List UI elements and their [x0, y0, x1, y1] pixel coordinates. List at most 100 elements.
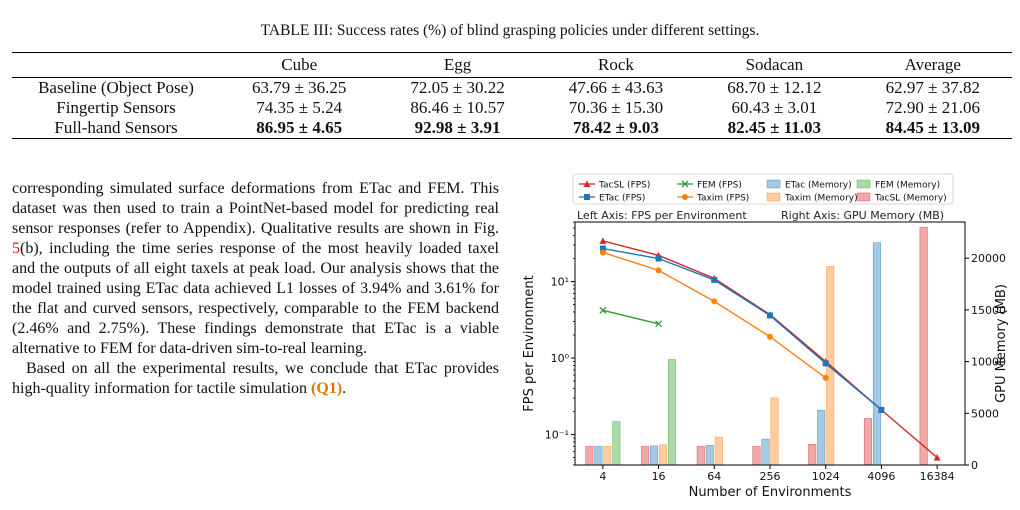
line-marker — [767, 312, 773, 319]
legend-box — [572, 173, 954, 205]
memory-bar — [863, 418, 872, 466]
line-marker — [822, 360, 829, 367]
x-tick-label: 1024 — [812, 470, 840, 483]
table-cell-best: 82.45 ± 11.03 — [727, 118, 822, 137]
right-y-axis-label: GPU Memory (MB) — [994, 284, 1009, 403]
table-cell: 70.36 ± 15.30 — [568, 98, 664, 117]
line-marker — [584, 194, 590, 200]
paragraph-text: (b), including the time series response … — [12, 240, 499, 357]
fps-series-line — [602, 240, 938, 459]
x-tick-label: 256 — [760, 470, 781, 483]
x-tick-label: 64 — [707, 470, 721, 483]
table-cell: 74.35 ± 5.24 — [256, 98, 343, 117]
memory-bar — [696, 446, 705, 466]
fps-series-line — [602, 251, 827, 379]
line-marker — [599, 237, 607, 244]
right-tick-label: 10000 — [971, 356, 1006, 369]
right-tick-label: 20000 — [971, 252, 1006, 265]
paragraph: corresponding simulated surface deformat… — [12, 179, 499, 359]
left-axis-note: Left Axis: FPS per Environment — [577, 209, 747, 222]
fps-memory-chart: 10⁻¹ 10⁰ 10¹ 0 5000 10000 15000 20000 4 16 64 256 10… — [522, 173, 1009, 500]
left-tick-label: 10⁰ — [551, 352, 570, 365]
memory-bar — [612, 421, 621, 466]
line-marker — [711, 298, 718, 305]
line-marker — [878, 406, 885, 413]
legend-label: ETac (FPS) — [599, 194, 645, 204]
left-tick-label: 10¹ — [551, 276, 569, 289]
figure-reference-link[interactable]: 5 — [12, 240, 20, 257]
right-tick-label: 0 — [971, 459, 978, 472]
memory-bar — [668, 359, 677, 466]
table-cell: 72.05 ± 30.22 — [410, 78, 505, 97]
memory-bar — [585, 446, 594, 466]
legend-bar-swatch — [856, 179, 871, 189]
line-marker — [711, 276, 718, 283]
memory-bar — [761, 438, 770, 466]
left-tick-label: 10⁻¹ — [545, 429, 569, 442]
table-cell: 62.97 ± 37.82 — [885, 78, 980, 97]
memory-bar — [817, 409, 826, 466]
line-marker — [655, 255, 662, 262]
row-label: Baseline (Object Pose) — [38, 78, 194, 97]
row-label: Fingertip Sensors — [56, 98, 176, 117]
legend-label: FEM (Memory) — [875, 181, 940, 191]
table-cell-best: 78.42 ± 9.03 — [573, 118, 659, 137]
legend-label: FEM (FPS) — [697, 181, 742, 191]
memory-bar — [659, 444, 668, 466]
line-marker — [583, 180, 591, 187]
paragraph-text: Based on all the experimental results, w… — [12, 360, 499, 397]
x-tick-label: 16 — [652, 470, 666, 483]
table-cell: 86.46 ± 10.57 — [410, 98, 505, 117]
legend-bar-swatch — [856, 192, 871, 202]
legend-label: Taxim (FPS) — [696, 194, 749, 204]
right-tick-label: 15000 — [971, 304, 1006, 317]
legend-label: Taxim (Memory) — [784, 194, 858, 204]
fps-series-line — [602, 247, 882, 411]
line-marker — [599, 306, 607, 314]
header-cell: Cube — [281, 55, 318, 74]
table-cell: 68.70 ± 12.12 — [727, 78, 822, 97]
row-label: Full-hand Sensors — [54, 118, 178, 137]
header-cell — [12, 53, 220, 78]
left-y-axis-label: FPS per Environment — [522, 275, 537, 411]
line-marker — [822, 374, 829, 381]
fps-lines — [599, 237, 941, 461]
memory-bar — [594, 446, 603, 466]
results-table: Cube Egg Rock Sodacan Average Baseline (… — [12, 52, 1012, 139]
table-cell: 72.90 ± 21.06 — [885, 98, 980, 117]
table-row: Baseline (Object Pose) 63.79 ± 36.25 72.… — [12, 78, 1012, 99]
header-cell: Rock — [598, 55, 634, 74]
line-marker — [655, 267, 662, 274]
table-header-row: Cube Egg Rock Sodacan Average — [12, 52, 1012, 78]
memory-bar — [808, 444, 817, 466]
legend-label: TacSL (FPS) — [598, 181, 650, 191]
table-row: Fingertip Sensors 74.35 ± 5.24 86.46 ± 1… — [12, 98, 1012, 118]
body-text-column: corresponding simulated surface deformat… — [12, 179, 499, 399]
table-row: Full-hand Sensors 86.95 ± 4.65 92.98 ± 3… — [12, 118, 1012, 139]
table-cell-best: 86.95 ± 4.65 — [256, 118, 343, 137]
line-marker — [599, 249, 606, 256]
table-caption: TABLE III: Success rates (%) of blind gr… — [260, 22, 760, 39]
line-marker — [682, 194, 688, 200]
legend-label: TacSL (Memory) — [874, 194, 947, 204]
line-marker — [933, 454, 941, 461]
legend-bar-swatch — [766, 179, 781, 189]
table-cell-best: 84.45 ± 13.09 — [885, 118, 980, 137]
chart-axes: 10⁻¹ 10⁰ 10¹ 0 5000 10000 15000 20000 4 16 64 256 10… — [545, 221, 1006, 483]
question-reference-link[interactable]: (Q1) — [311, 380, 343, 397]
x-tick-label: 16384 — [920, 470, 955, 483]
memory-bar — [714, 436, 723, 466]
table-cell: 47.66 ± 43.63 — [568, 78, 664, 97]
header-cell: Sodacan — [745, 55, 804, 74]
table-cell-best: 92.98 ± 3.91 — [414, 118, 501, 137]
x-tick-label: 4 — [599, 470, 606, 483]
table-cell: 60.43 ± 3.01 — [731, 98, 818, 117]
right-axis-note: Right Axis: GPU Memory (MB) — [781, 209, 944, 222]
x-axis-label: Number of Environments — [689, 485, 852, 500]
memory-bar — [705, 445, 714, 466]
line-marker — [599, 245, 606, 252]
right-tick-label: 5000 — [971, 407, 999, 420]
memory-bar — [650, 445, 659, 466]
memory-bar — [641, 446, 650, 466]
table-cell: 63.79 ± 36.25 — [252, 78, 347, 97]
